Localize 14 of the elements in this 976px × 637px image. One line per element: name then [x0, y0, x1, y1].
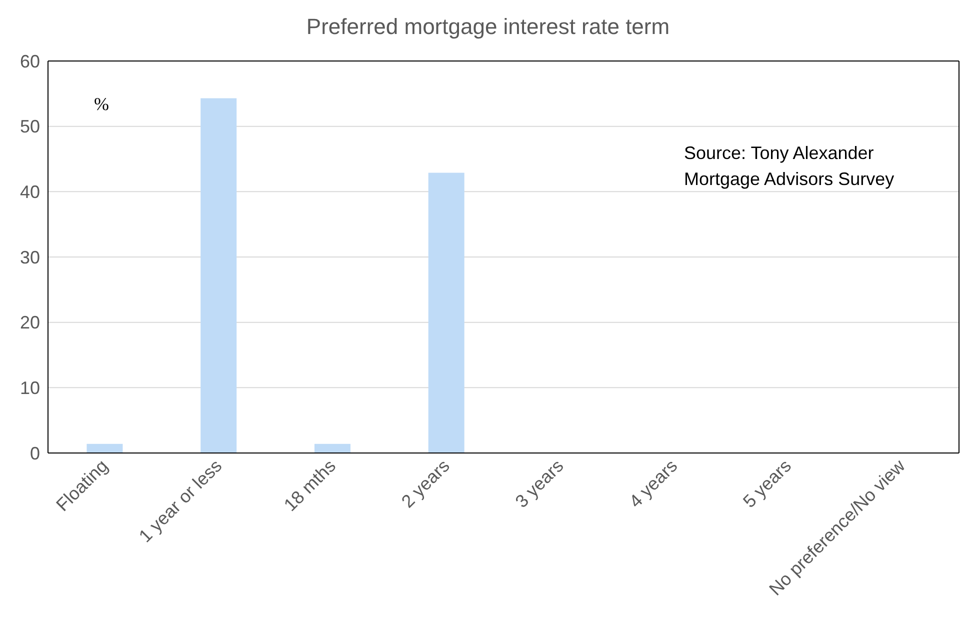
- chart-title: Preferred mortgage interest rate term: [305, 14, 671, 40]
- y-tick-label: 60: [20, 51, 40, 72]
- bar: [200, 98, 237, 453]
- y-tick-label: 10: [20, 378, 40, 398]
- bar: [314, 444, 350, 453]
- y-axis-title: %: [94, 94, 109, 115]
- annotation: Source: Tony Alexander Mortgage Advisors Survey: [684, 142, 896, 191]
- y-tick-label: 40: [20, 182, 40, 202]
- bar: [86, 444, 123, 453]
- y-tick-label: 50: [20, 116, 40, 137]
- bar: [428, 172, 464, 453]
- y-tick-label: 0: [30, 443, 40, 464]
- y-tick-label: 30: [20, 247, 40, 268]
- y-tick-label: 20: [20, 312, 40, 333]
